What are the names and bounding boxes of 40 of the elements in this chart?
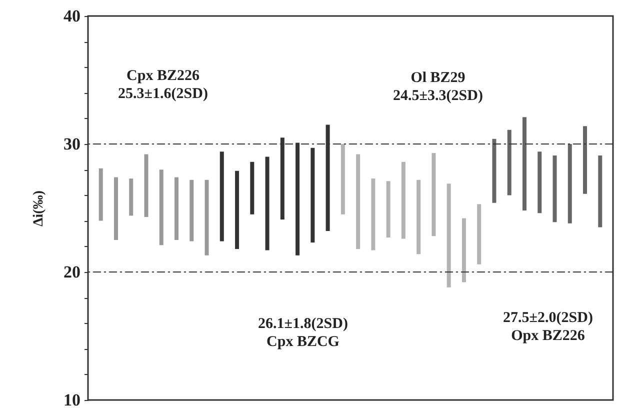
y-tick-label: 40	[64, 6, 80, 26]
bar	[190, 180, 194, 242]
annotation: 27.5±2.0(2SD) Opx BZ226	[503, 310, 593, 344]
bar	[416, 180, 421, 254]
bar	[462, 218, 466, 282]
bar	[114, 177, 118, 240]
bar	[583, 126, 588, 194]
y-tick-label: 10	[64, 390, 80, 408]
bar	[432, 152, 436, 236]
bar	[446, 184, 451, 288]
bar	[174, 177, 179, 240]
annotation: 26.1±1.8(2SD) Cpx BZCG	[258, 316, 348, 350]
bar	[98, 168, 103, 221]
bar	[356, 154, 360, 249]
bar	[598, 156, 602, 228]
bar	[538, 152, 542, 214]
bar	[507, 130, 512, 196]
bar	[522, 117, 526, 211]
y-tick-label: 20	[64, 262, 80, 282]
bar	[568, 144, 572, 224]
bar	[159, 170, 164, 246]
y-axis-title: Δi(‰)	[32, 190, 46, 226]
bar	[220, 152, 224, 242]
annotation: Cpx BZ226 25.3±1.6(2SD)	[118, 68, 208, 102]
annotation: Ol BZ29 24.5±3.3(2SD)	[393, 70, 483, 104]
bar	[204, 180, 209, 256]
bar	[386, 181, 390, 238]
bar	[310, 148, 315, 243]
bar	[340, 144, 345, 214]
bar	[552, 156, 557, 222]
bar	[129, 178, 134, 216]
bar	[401, 162, 406, 239]
bar	[144, 154, 148, 217]
bar	[371, 178, 376, 250]
bar	[235, 170, 240, 249]
bar	[492, 138, 496, 203]
bar	[250, 162, 254, 214]
bar	[477, 204, 482, 264]
bar	[265, 156, 270, 250]
y-tick-label: 30	[64, 134, 80, 154]
